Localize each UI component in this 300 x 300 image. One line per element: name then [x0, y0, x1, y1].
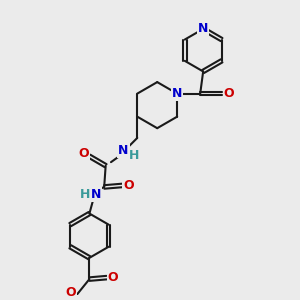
Text: H: H — [129, 149, 140, 162]
Text: O: O — [224, 87, 234, 100]
Text: N: N — [118, 144, 129, 158]
Text: O: O — [78, 147, 89, 160]
Text: N: N — [91, 188, 101, 201]
Text: H: H — [80, 188, 90, 201]
Text: O: O — [123, 179, 134, 192]
Text: O: O — [65, 286, 76, 299]
Text: N: N — [198, 22, 208, 35]
Text: O: O — [108, 271, 118, 284]
Text: N: N — [172, 87, 182, 100]
